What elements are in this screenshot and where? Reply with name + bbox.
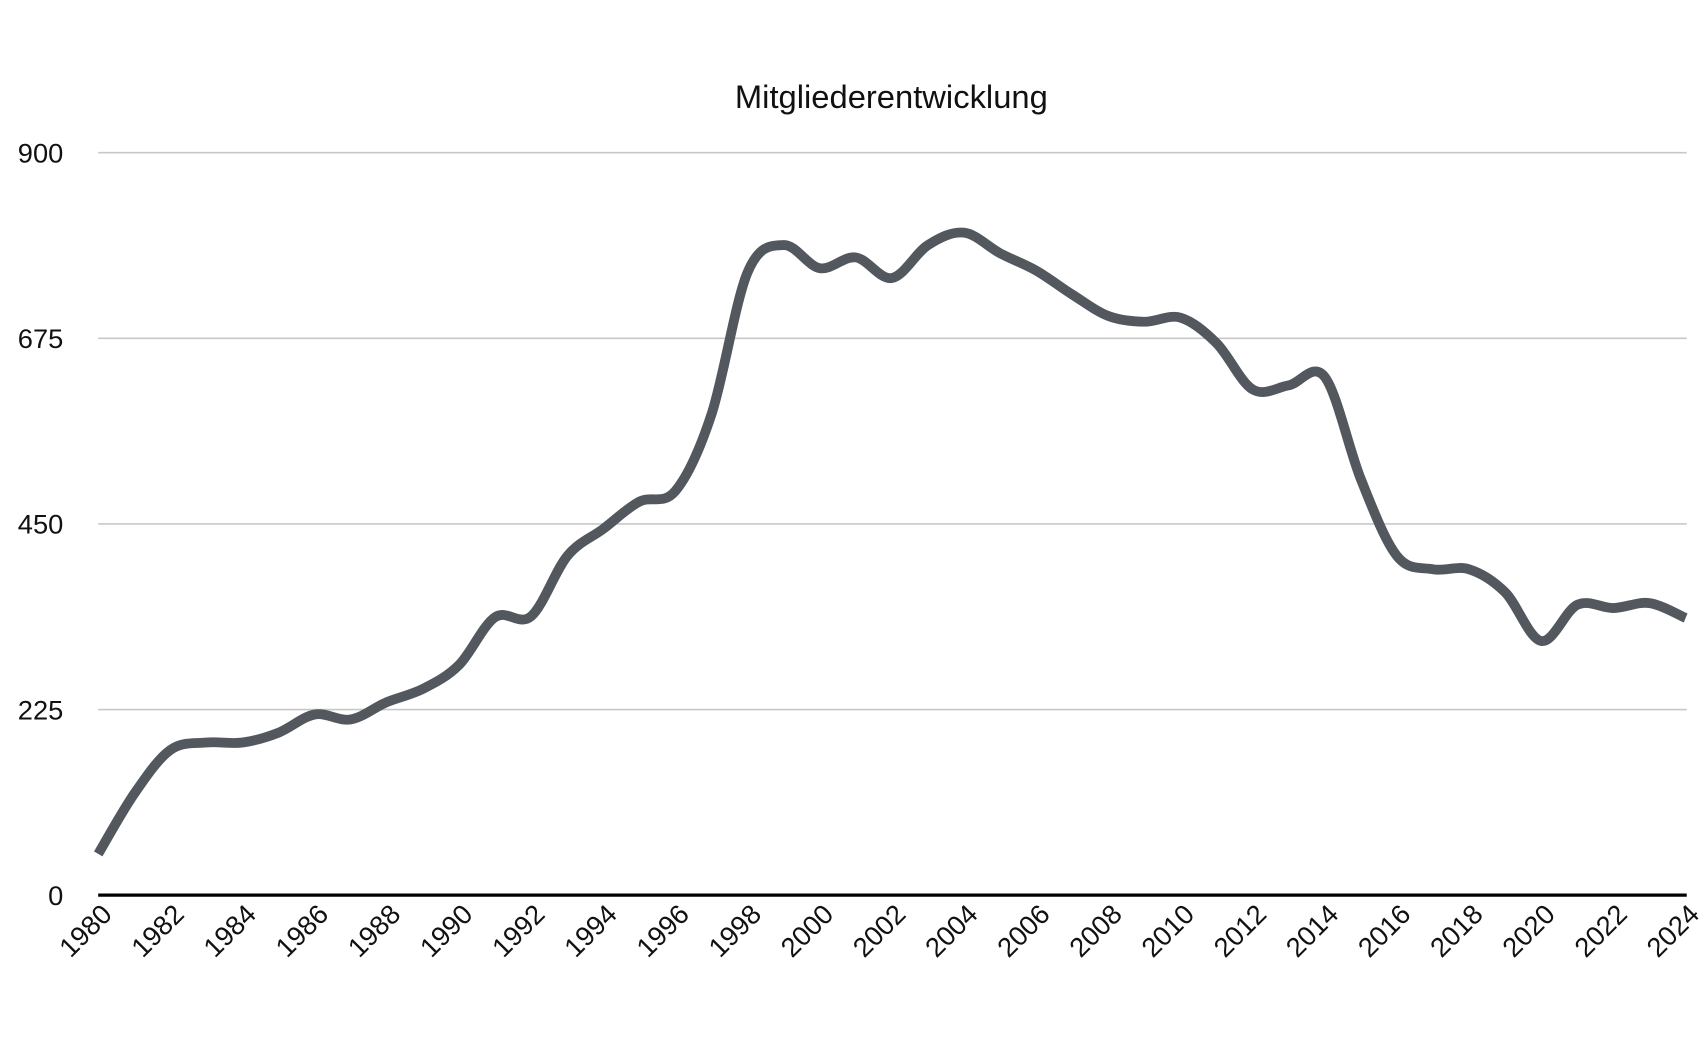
x-tick-label: 2004 [919, 898, 984, 963]
x-tick-label: 1992 [486, 898, 551, 963]
x-axis-ticks: 1980 1982 1984 1986 1988 1990 1992 1994 1996 1998… [53, 898, 1702, 963]
x-tick-label: 2000 [774, 898, 839, 963]
x-tick-label: 2024 [1640, 898, 1702, 963]
y-axis-ticks: 0 225 450 675 900 [18, 137, 63, 911]
x-tick-label: 1982 [125, 898, 190, 963]
chart-title: Mitgliederentwicklung [735, 78, 1048, 115]
x-tick-label: 1990 [414, 898, 479, 963]
gridlines [98, 151, 1687, 711]
x-tick-label: 2014 [1280, 898, 1345, 963]
x-tick-label: 1994 [558, 898, 623, 963]
x-tick-label: 2010 [1135, 898, 1200, 963]
x-tick-label: 1986 [269, 898, 334, 963]
y-tick-label: 0 [48, 880, 63, 911]
y-tick-label: 450 [18, 509, 63, 540]
x-tick-label: 1988 [342, 898, 407, 963]
y-tick-label: 675 [18, 323, 63, 354]
x-tick-label: 2008 [1063, 898, 1128, 963]
x-tick-label: 2012 [1207, 898, 1272, 963]
x-tick-label: 2002 [847, 898, 912, 963]
x-tick-label: 2022 [1568, 898, 1633, 963]
x-tick-label: 2020 [1496, 898, 1561, 963]
y-tick-label: 225 [18, 694, 63, 725]
x-tick-label: 2016 [1352, 898, 1417, 963]
x-tick-label: 1984 [197, 898, 262, 963]
y-tick-label: 900 [18, 137, 63, 168]
x-tick-label: 1998 [702, 898, 767, 963]
x-tick-label: 2006 [991, 898, 1056, 963]
x-tick-label: 2018 [1424, 898, 1489, 963]
x-tick-label: 1996 [630, 898, 695, 963]
series-line-mitglieder [93, 227, 1688, 857]
